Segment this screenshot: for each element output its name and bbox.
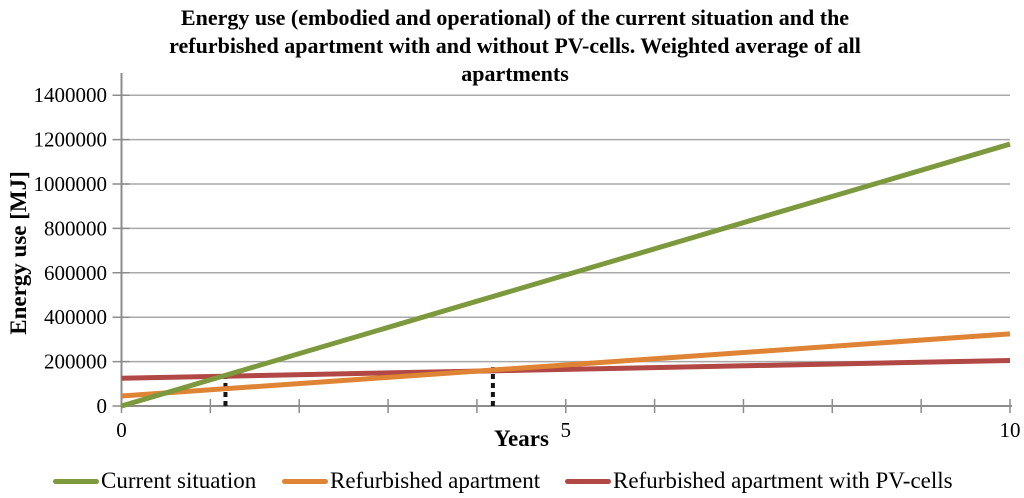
legend-swatch-orange-line-icon [282, 478, 328, 484]
legend-item-current-situation: Current situation [53, 468, 256, 494]
legend: Current situation Refurbished apartment … [0, 468, 1024, 498]
legend-swatch-green-line-icon [53, 478, 99, 484]
series-line-1 [121, 331, 1011, 399]
y-tick-label: 1400000 [34, 83, 108, 107]
y-tick-label: 400000 [44, 305, 107, 329]
y-tick-label: 1000000 [34, 172, 108, 196]
x-tick-label: 10 [1000, 418, 1021, 442]
plot-area: 0 200000 400000 600000 800000 1000000 1200000 1… [34, 73, 1021, 442]
legend-item-refurbished-apartment: Refurbished apartment [282, 468, 540, 494]
legend-label: Refurbished apartment [330, 468, 541, 493]
x-axis-title: Years [494, 426, 549, 451]
legend-item-refurbished-apartment-pv: Refurbished apartment with PV-cells [565, 468, 953, 494]
chart-title-line-2: refurbished apartment with and without P… [169, 33, 861, 58]
chart-title-line-3: apartments [461, 61, 569, 86]
series-line-0 [120, 141, 1011, 409]
series-line-2 [121, 357, 1011, 381]
x-tick-label: 5 [561, 418, 572, 442]
chart-title: Energy use (embodied and operational) of… [0, 4, 1024, 88]
x-tick-label: 0 [116, 418, 127, 442]
legend-swatch-darkred-line-icon [565, 478, 611, 484]
y-tick-label: 800000 [44, 216, 107, 240]
y-tick-label: 200000 [44, 350, 107, 374]
y-tick-label: 0 [97, 394, 108, 418]
legend-label: Current situation [101, 468, 257, 493]
legend-label: Refurbished apartment with PV-cells [613, 468, 953, 493]
y-tick-label: 1200000 [34, 128, 108, 152]
chart-title-line-1: Energy use (embodied and operational) of… [180, 5, 850, 30]
y-tick-label: 600000 [44, 261, 107, 285]
